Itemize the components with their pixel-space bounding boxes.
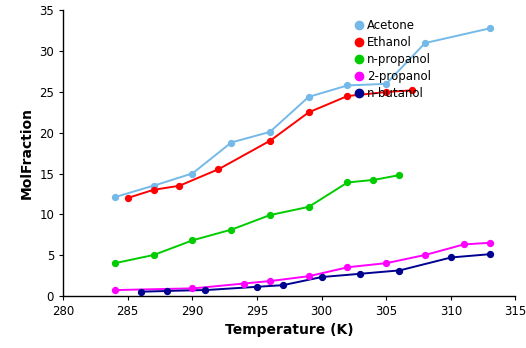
Point xyxy=(382,89,390,95)
Point xyxy=(460,242,468,247)
Point xyxy=(356,271,365,277)
Point xyxy=(175,183,184,189)
Point xyxy=(188,171,197,176)
Point xyxy=(382,81,390,87)
Point xyxy=(369,177,378,183)
Point xyxy=(485,240,494,246)
Point xyxy=(408,88,416,93)
Point xyxy=(214,167,222,172)
Point xyxy=(266,129,274,135)
Point xyxy=(395,268,403,273)
Point xyxy=(266,212,274,218)
Point xyxy=(447,255,455,260)
Point xyxy=(188,286,197,291)
Point xyxy=(395,172,403,178)
Point xyxy=(149,183,158,189)
Point xyxy=(110,287,119,293)
Point xyxy=(124,195,132,201)
Point xyxy=(485,252,494,257)
Point xyxy=(305,274,313,279)
X-axis label: Temperature (K): Temperature (K) xyxy=(225,323,353,337)
Point xyxy=(305,94,313,100)
Point xyxy=(149,187,158,192)
Point xyxy=(266,138,274,144)
Point xyxy=(188,238,197,243)
Point xyxy=(110,195,119,200)
Point xyxy=(382,260,390,266)
Point xyxy=(305,204,313,210)
Point xyxy=(485,26,494,31)
Point xyxy=(253,284,261,290)
Point xyxy=(305,110,313,115)
Point xyxy=(149,252,158,258)
Point xyxy=(421,252,429,258)
Point xyxy=(343,180,352,185)
Point xyxy=(227,227,235,232)
Point xyxy=(343,264,352,270)
Point xyxy=(317,274,326,280)
Point xyxy=(201,287,209,293)
Point xyxy=(343,93,352,99)
Y-axis label: MolFraction: MolFraction xyxy=(19,107,34,199)
Point xyxy=(343,83,352,88)
Point xyxy=(227,140,235,145)
Point xyxy=(136,289,145,294)
Legend: Acetone, Ethanol, n-propanol, 2-propanol, n-butanol: Acetone, Ethanol, n-propanol, 2-propanol… xyxy=(354,16,433,103)
Point xyxy=(421,40,429,46)
Point xyxy=(240,281,248,286)
Point xyxy=(110,260,119,266)
Point xyxy=(279,283,287,288)
Point xyxy=(266,278,274,284)
Point xyxy=(163,288,171,294)
